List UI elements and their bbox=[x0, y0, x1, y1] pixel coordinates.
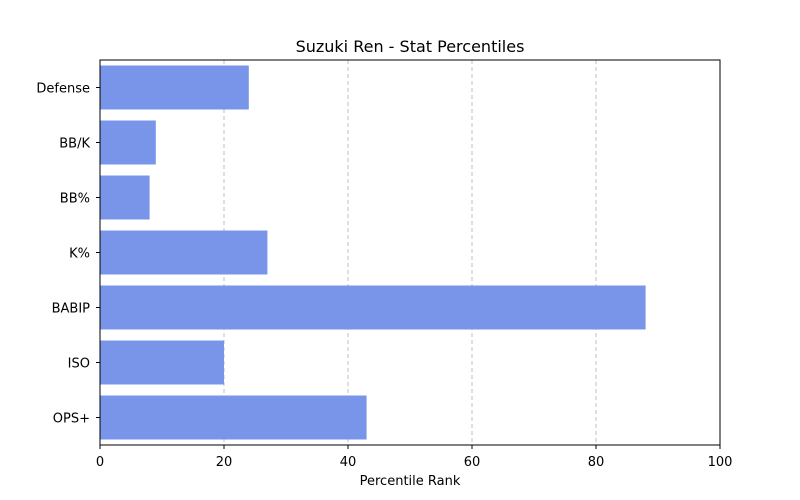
x-axis-ticks: 0 20 40 60 80 100 bbox=[96, 445, 733, 470]
bar-babip bbox=[100, 285, 646, 330]
bar-ops- bbox=[100, 395, 367, 440]
x-axis-label: Percentile Rank bbox=[360, 474, 461, 489]
x-tick-label: 20 bbox=[216, 455, 233, 470]
bar-bb- bbox=[100, 175, 150, 220]
x-tick-label: 40 bbox=[340, 455, 357, 470]
bar-bb-k bbox=[100, 120, 156, 165]
y-tick-label: BB/K bbox=[59, 137, 90, 152]
bar-iso bbox=[100, 340, 224, 385]
y-axis-ticks: Defense BB/K BB% K% BABIP ISO OPS+ bbox=[36, 82, 100, 427]
x-tick-label: 100 bbox=[708, 455, 733, 470]
chart-title: Suzuki Ren - Stat Percentiles bbox=[296, 37, 525, 56]
bars bbox=[100, 65, 646, 440]
bar-defense bbox=[100, 65, 249, 110]
y-tick-label: Defense bbox=[36, 82, 90, 97]
grid bbox=[223, 60, 597, 445]
y-tick-label: BB% bbox=[60, 192, 90, 207]
x-tick-label: 80 bbox=[588, 455, 605, 470]
x-tick-label: 0 bbox=[96, 455, 104, 470]
y-tick-label: OPS+ bbox=[53, 412, 90, 427]
y-tick-label: BABIP bbox=[52, 302, 91, 317]
bar-k- bbox=[100, 230, 268, 275]
y-tick-label: K% bbox=[69, 247, 90, 262]
y-tick-label: ISO bbox=[68, 357, 90, 372]
x-tick-label: 60 bbox=[464, 455, 481, 470]
